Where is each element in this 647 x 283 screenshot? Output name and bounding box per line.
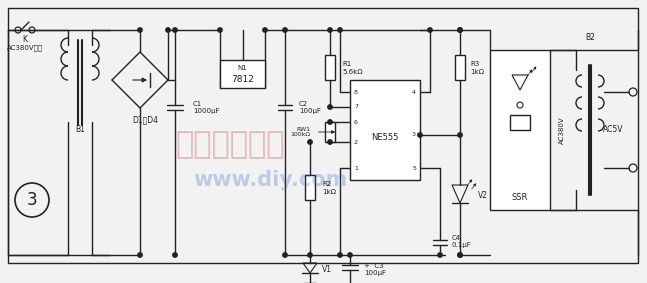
Circle shape [328, 105, 332, 109]
Text: B2: B2 [585, 33, 595, 42]
Text: SSR: SSR [512, 194, 528, 203]
Bar [325, 55, 335, 80]
Circle shape [328, 140, 332, 144]
Bar [350, 80, 420, 180]
Text: 6: 6 [354, 119, 358, 125]
Circle shape [458, 28, 462, 32]
Text: C4
0.1μF: C4 0.1μF [452, 235, 472, 248]
Circle shape [428, 28, 432, 32]
Text: 3: 3 [412, 132, 416, 138]
Text: +  C3
100μF: + C3 100μF [364, 263, 386, 275]
Circle shape [308, 253, 313, 257]
Text: V1: V1 [322, 265, 332, 273]
Circle shape [218, 28, 222, 32]
Circle shape [166, 28, 170, 32]
Bar [490, 50, 550, 210]
Text: K: K [23, 35, 28, 44]
Text: C1
1000μF: C1 1000μF [193, 102, 219, 115]
Circle shape [283, 28, 287, 32]
Text: www.diy.com: www.diy.com [193, 170, 347, 190]
Circle shape [173, 28, 177, 32]
Text: 4: 4 [412, 89, 416, 95]
Circle shape [173, 253, 177, 257]
Bar [305, 175, 315, 200]
Bar [220, 60, 265, 88]
Text: 5: 5 [412, 166, 416, 170]
Text: 3: 3 [27, 191, 38, 209]
Circle shape [308, 140, 313, 144]
Circle shape [458, 253, 462, 257]
Text: R3
1kΩ: R3 1kΩ [470, 61, 484, 74]
Circle shape [438, 253, 442, 257]
Circle shape [418, 133, 422, 137]
Circle shape [338, 28, 342, 32]
Bar [455, 55, 465, 80]
Text: R1
5.6kΩ: R1 5.6kΩ [342, 61, 362, 74]
Circle shape [328, 120, 332, 124]
Text: C2
100μF: C2 100μF [299, 102, 321, 115]
Text: AC5V: AC5V [603, 125, 623, 134]
Circle shape [138, 253, 142, 257]
Bar [325, 122, 335, 142]
Circle shape [328, 28, 332, 32]
Text: 电子制作天地: 电子制作天地 [175, 130, 285, 160]
Text: N1: N1 [237, 65, 247, 71]
Text: AC380V输入: AC380V输入 [7, 45, 43, 51]
Bar [510, 115, 530, 130]
Text: B1: B1 [75, 125, 85, 134]
Text: 2: 2 [354, 140, 358, 145]
Text: V2: V2 [478, 190, 488, 200]
Circle shape [458, 28, 462, 32]
Circle shape [348, 253, 352, 257]
Circle shape [458, 253, 462, 257]
Circle shape [263, 28, 267, 32]
Text: 7812: 7812 [231, 74, 254, 83]
Text: RW1
100kΩ: RW1 100kΩ [290, 127, 310, 138]
Text: NE555: NE555 [371, 134, 399, 143]
Circle shape [338, 253, 342, 257]
Circle shape [138, 28, 142, 32]
Text: R2
1kΩ: R2 1kΩ [322, 181, 336, 194]
Text: D1～D4: D1～D4 [132, 115, 158, 125]
Text: 1: 1 [354, 166, 358, 170]
Circle shape [283, 253, 287, 257]
Text: AC380V: AC380V [559, 116, 565, 144]
Circle shape [458, 133, 462, 137]
Text: 7: 7 [354, 104, 358, 110]
Text: 8: 8 [354, 89, 358, 95]
